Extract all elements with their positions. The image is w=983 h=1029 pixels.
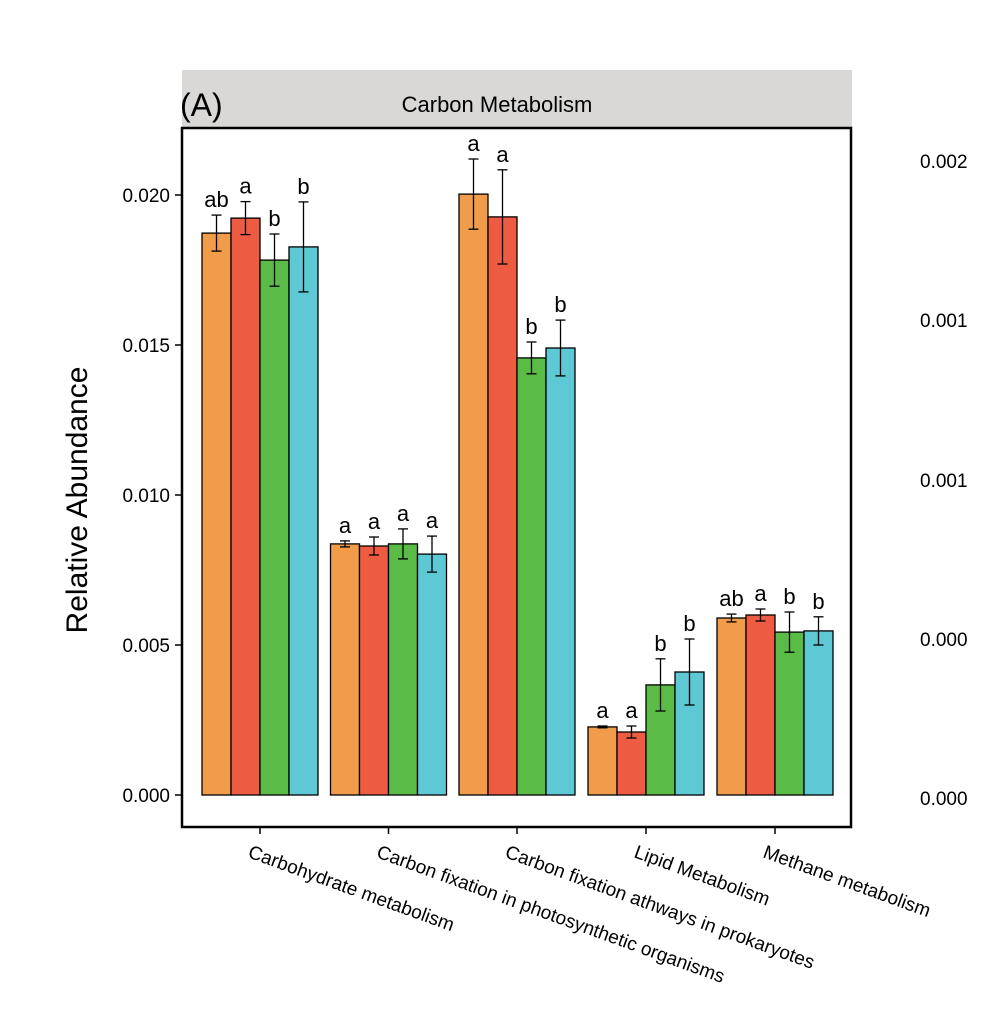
bar-group2 bbox=[230, 217, 261, 796]
significance-letter: b bbox=[554, 292, 566, 317]
significance-letter: a bbox=[426, 508, 439, 533]
significance-letter: b bbox=[654, 631, 666, 656]
bar-group2 bbox=[358, 545, 390, 796]
significance-letter: b bbox=[268, 206, 280, 231]
next-panel-y-tick-label: 0.000 bbox=[920, 630, 968, 651]
panel-label: (A) bbox=[180, 87, 223, 123]
bar-group4 bbox=[803, 630, 834, 796]
next-panel-y-tick-label: 0.001 bbox=[920, 311, 968, 332]
bar-group2 bbox=[616, 731, 647, 796]
significance-letter: ab bbox=[719, 586, 743, 611]
bar-group1 bbox=[329, 543, 361, 796]
significance-letter: a bbox=[596, 698, 609, 723]
bar-group2 bbox=[487, 216, 518, 796]
next-panel-y-tick-label: 0.001 bbox=[920, 471, 968, 492]
significance-letter: a bbox=[339, 513, 352, 538]
bar-group3 bbox=[774, 631, 805, 796]
y-axis-label: Relative Abundance bbox=[61, 367, 94, 634]
bar-group4 bbox=[288, 246, 319, 796]
x-tick-label: Methane metabolism bbox=[760, 842, 933, 922]
significance-letter: b bbox=[783, 584, 795, 609]
chart-title: Carbon Metabolism bbox=[402, 92, 593, 117]
significance-letter: a bbox=[496, 142, 509, 167]
bar-group3 bbox=[387, 543, 419, 796]
significance-letter: a bbox=[397, 501, 410, 526]
next-panel-y-tick-label: 0.002 bbox=[920, 152, 968, 173]
y-tick-label: 0.000 bbox=[122, 786, 170, 807]
bar-group3 bbox=[516, 357, 547, 796]
significance-letter: a bbox=[754, 581, 767, 606]
significance-letter: a bbox=[467, 131, 480, 156]
significance-letter: b bbox=[297, 174, 309, 199]
bar-group1 bbox=[201, 232, 232, 796]
bar-group1 bbox=[458, 193, 489, 796]
next-panel-y-tick-label: 0.000 bbox=[920, 789, 968, 810]
significance-letter: ab bbox=[204, 187, 228, 212]
y-tick-label: 0.020 bbox=[122, 186, 170, 207]
bar-group1 bbox=[716, 617, 747, 796]
significance-letter: b bbox=[812, 589, 824, 614]
y-tick-label: 0.015 bbox=[122, 336, 170, 357]
significance-letter: a bbox=[239, 174, 252, 199]
bar-group1 bbox=[587, 726, 618, 796]
bar-group2 bbox=[745, 614, 776, 796]
significance-letter: b bbox=[525, 314, 537, 339]
bar-group4 bbox=[545, 347, 576, 796]
significance-letter: a bbox=[368, 509, 381, 534]
y-tick-label: 0.005 bbox=[122, 636, 170, 657]
significance-letter: b bbox=[683, 611, 695, 636]
y-tick-label: 0.010 bbox=[122, 486, 170, 507]
significance-letter: a bbox=[625, 698, 638, 723]
x-tick-label: Carbohydrate metabolism bbox=[245, 842, 457, 936]
strip-background bbox=[182, 70, 852, 128]
bar-group3 bbox=[259, 259, 290, 796]
bar-group4 bbox=[416, 553, 448, 796]
